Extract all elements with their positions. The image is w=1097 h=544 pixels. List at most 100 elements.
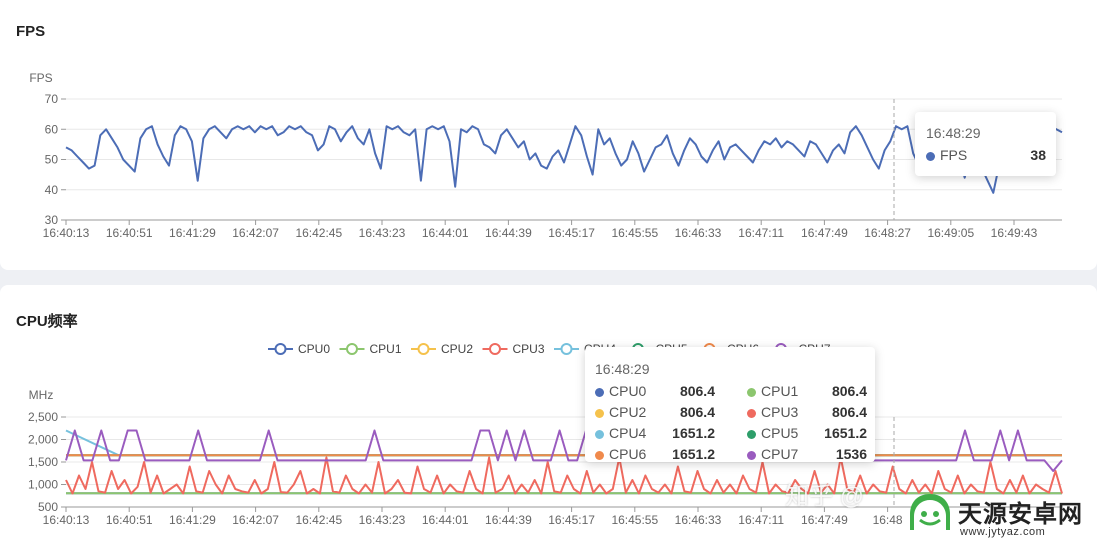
cpu-y-tick-label: 2,000 xyxy=(28,433,58,447)
cpu-tooltip-item: CPU0 806.4 xyxy=(595,381,715,402)
cpu-x-tick-label: 16:42:07 xyxy=(232,513,279,527)
cpu-tooltip-value: 806.4 xyxy=(679,404,715,420)
cpu-tooltip-value: 806.4 xyxy=(679,383,715,399)
cpu-tooltip-value: 1651.2 xyxy=(672,446,715,462)
fps-y-tick-label: 30 xyxy=(45,213,59,227)
cpu-tooltip-item: CPU3 806.4 xyxy=(747,402,867,423)
cpu-tooltip-item: CPU5 1651.2 xyxy=(747,423,867,444)
series-dot-icon xyxy=(747,408,756,418)
cpu-tooltip: 16:48:29 CPU0 806.4 CPU1 806.4 CPU2 806.4 CPU3… xyxy=(585,347,875,462)
cpu-x-tick-label: 16:47:11 xyxy=(738,513,784,527)
cpu-series-cpu3 xyxy=(65,456,1063,495)
cpu-y-tick-label: 500 xyxy=(38,500,58,514)
zhihu-watermark: 知乎 @ xyxy=(785,483,865,510)
cpu-tooltip-value: 806.4 xyxy=(831,404,867,420)
legend-item-cpu1[interactable]: CPU1 xyxy=(339,342,402,356)
cpu-tooltip-label: CPU3 xyxy=(761,404,799,420)
fps-x-tick-label: 16:40:51 xyxy=(106,226,153,240)
fps-series-fps xyxy=(65,125,1063,194)
fps-x-tick-label: 16:40:13 xyxy=(43,226,90,240)
cpu-tooltip-value: 1651.2 xyxy=(824,425,867,441)
cpu-panel-title: CPU频率 xyxy=(16,313,78,330)
cpu-tooltip-item: CPU6 1651.2 xyxy=(595,444,715,465)
fps-x-tick-label: 16:41:29 xyxy=(169,226,216,240)
legend-circle-icon xyxy=(417,343,430,355)
fps-x-tick-label: 16:42:45 xyxy=(295,226,342,240)
legend-label: CPU1 xyxy=(370,342,402,356)
cpu-tooltip-item: CPU7 1536 xyxy=(747,444,867,465)
fps-x-tick-label: 16:47:11 xyxy=(738,226,784,240)
fps-chart: FPS 30 40 50 60 70 16:40:13 16:40:51 16:41:29 16:… xyxy=(29,71,1063,240)
fps-x-tick-label: 16:49:43 xyxy=(991,226,1038,240)
fps-tooltip-time: 16:48:29 xyxy=(926,125,981,141)
cpu-x-tick-label: 16:42:45 xyxy=(295,513,342,527)
legend-circle-icon xyxy=(489,343,501,355)
cpu-x-tick-label: 16:46:33 xyxy=(675,513,722,527)
legend-circle-icon xyxy=(560,343,573,355)
series-dot-icon xyxy=(747,450,756,460)
fps-x-tick-label: 16:45:17 xyxy=(548,226,595,240)
fps-x-tick-label: 16:44:01 xyxy=(422,226,469,240)
series-dot-icon xyxy=(747,387,756,397)
legend-circle-icon xyxy=(346,343,358,355)
series-dot-icon xyxy=(595,387,604,397)
fps-x-tick-label: 16:42:07 xyxy=(232,226,279,240)
cpu-y-axis-label: MHz xyxy=(29,388,54,402)
fps-x-tick-label: 16:49:05 xyxy=(927,226,974,240)
cpu-x-tick-label: 16:44:01 xyxy=(422,513,469,527)
cpu-tooltip-item: CPU4 1651.2 xyxy=(595,423,715,444)
fps-x-tick-label: 16:44:39 xyxy=(485,226,532,240)
fps-x-tick-label: 16:47:49 xyxy=(801,226,848,240)
fps-panel: FPS xyxy=(0,0,1097,270)
cpu-tooltip-item: CPU2 806.4 xyxy=(595,402,715,423)
fps-y-axis-label: FPS xyxy=(29,71,52,85)
cpu-x-tick-label: 16:40:13 xyxy=(43,513,90,527)
cpu-tooltip-value: 1651.2 xyxy=(672,425,715,441)
cpu-panel: CPU频率 xyxy=(0,285,1097,544)
legend-label: CPU3 xyxy=(513,342,545,356)
fps-y-tick-label: 60 xyxy=(45,122,59,136)
site-name: 天源安卓网 xyxy=(958,501,1083,528)
fps-x-tick-label: 16:46:33 xyxy=(675,226,722,240)
cpu-y-tick-label: 1,500 xyxy=(28,455,58,469)
cpu-x-tick-label: 16:45:17 xyxy=(548,513,595,527)
fps-y-tick-label: 40 xyxy=(45,183,59,197)
cpu-tooltip-label: CPU7 xyxy=(761,446,799,462)
legend-item-cpu0[interactable]: CPU0 xyxy=(268,342,330,356)
cpu-x-tick-label: 16:47:49 xyxy=(801,513,848,527)
cpu-x-tick-label: 16:43:23 xyxy=(359,513,406,527)
fps-x-tick-label: 16:45:55 xyxy=(611,226,658,240)
cpu-x-tick-label: 16:41:29 xyxy=(169,513,216,527)
cpu-tooltip-time: 16:48:29 xyxy=(595,361,650,377)
fps-tooltip-value: 38 xyxy=(1030,147,1046,163)
cpu-x-tick-label: 16:45:55 xyxy=(611,513,658,527)
series-dot-icon xyxy=(747,429,756,439)
cpu-tooltip-value: 1536 xyxy=(835,446,867,462)
cpu-tooltip-label: CPU4 xyxy=(609,425,647,441)
fps-x-tick-label: 16:43:23 xyxy=(359,226,406,240)
legend-label: CPU2 xyxy=(441,342,473,356)
cpu-x-tick-label: 16:48 xyxy=(873,513,903,527)
legend-item-cpu3[interactable]: CPU3 xyxy=(482,342,545,356)
fps-tooltip-label: FPS xyxy=(940,147,968,163)
cpu-tooltip-label: CPU2 xyxy=(609,404,647,420)
site-url: www.jytyaz.com xyxy=(960,526,1046,538)
legend-circle-icon xyxy=(274,343,287,355)
cpu-y-tick-label: 2,500 xyxy=(28,410,58,424)
cpu-y-tick-label: 1,000 xyxy=(28,478,58,492)
android-logo-icon xyxy=(910,494,950,530)
series-dot-icon xyxy=(595,408,604,418)
cpu-series-cpu7 xyxy=(65,429,1063,472)
fps-tooltip: 16:48:29 FPS 38 xyxy=(915,112,1056,176)
legend-item-cpu2[interactable]: CPU2 xyxy=(411,342,473,356)
cpu-tooltip-label: CPU6 xyxy=(609,446,647,462)
fps-series-dot-icon xyxy=(926,151,935,161)
fps-panel-title: FPS xyxy=(16,23,46,40)
cpu-tooltip-label: CPU5 xyxy=(761,425,799,441)
fps-tooltip-row: FPS 38 xyxy=(926,147,1046,163)
cpu-x-tick-label: 16:44:39 xyxy=(485,513,532,527)
fps-x-tick-label: 16:48:27 xyxy=(864,226,911,240)
cpu-x-tick-label: 16:40:51 xyxy=(106,513,153,527)
cpu-tooltip-value: 806.4 xyxy=(831,383,867,399)
